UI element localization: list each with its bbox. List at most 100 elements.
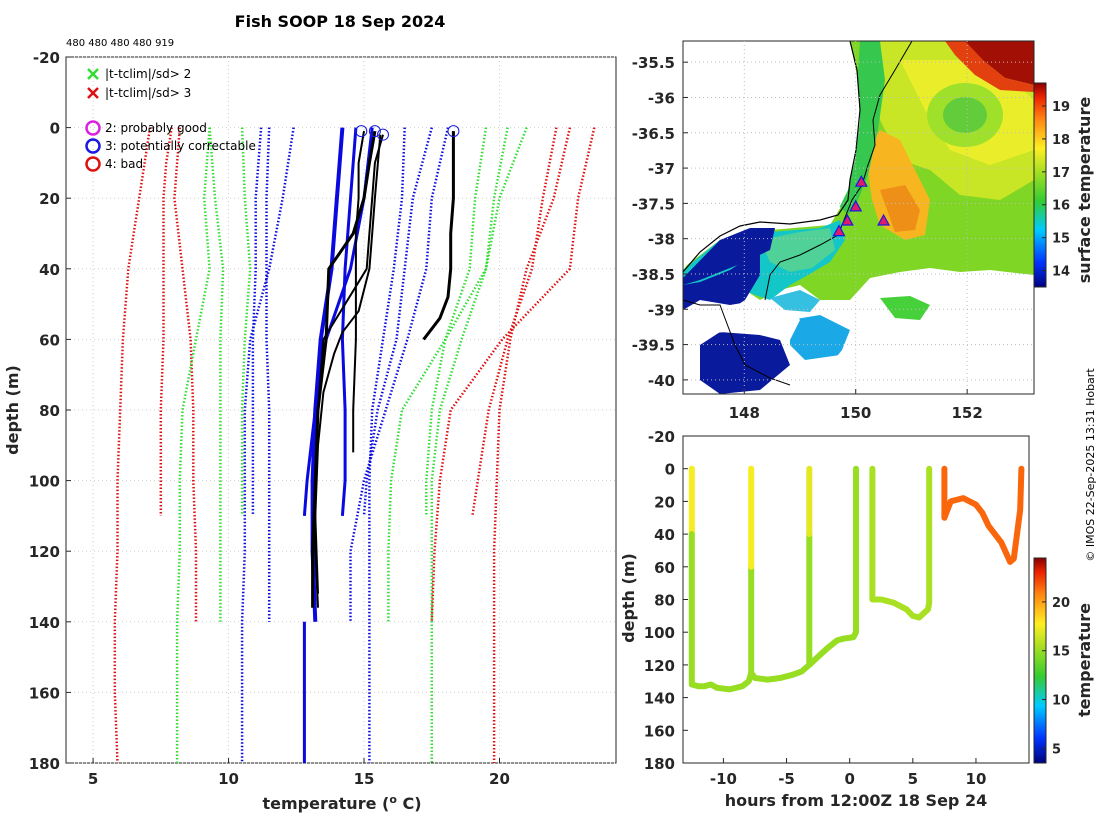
section-y-tick-label: 160 xyxy=(644,722,675,740)
legend-label: |t-tclim|/sd> 2 xyxy=(105,67,191,81)
map-lat-tick-label: -35.5 xyxy=(632,54,675,72)
profile-y-tick-label: -20 xyxy=(33,49,60,67)
climatology-line-green xyxy=(425,127,488,516)
climatology-line-blue xyxy=(251,127,263,516)
flag-marker xyxy=(368,125,381,138)
sst-colorbar-tick-label: 15 xyxy=(1052,232,1070,247)
map-drop-locations xyxy=(832,174,891,237)
section-x-tick-label: -5 xyxy=(778,770,795,788)
section-x-tick-label: 5 xyxy=(908,770,918,788)
temperature-colorbar-tick-label: 20 xyxy=(1052,596,1070,611)
climatology-line-red xyxy=(492,127,572,763)
map-lat-tick-label: -37 xyxy=(648,160,675,178)
profile-y-tick-label: 40 xyxy=(39,261,60,279)
legend-circle-marker xyxy=(85,120,101,136)
temperature-colorbar-tick-label: 15 xyxy=(1052,645,1070,660)
drop-location-marker xyxy=(877,213,891,226)
sst-colorbar-tick-label: 18 xyxy=(1052,133,1070,148)
profile-x-tick-label: 5 xyxy=(88,770,98,788)
section-y-tick-label: 180 xyxy=(644,755,675,773)
sst-colorbar-tick-label: 14 xyxy=(1052,265,1070,280)
section-y-tick-label: 0 xyxy=(665,461,675,479)
section-y-tick-label: 80 xyxy=(654,592,675,610)
climatology-line-red xyxy=(113,127,152,763)
climatology-line-blue xyxy=(349,127,450,622)
climatology-line-green xyxy=(240,127,252,516)
profile-panel: Fish SOOP 18 Sep 2024 480 480 480 480 91… xyxy=(3,12,617,813)
section-panel: -20 0 20 40 60 80 100 120 140 160 180 -10 -5 0 5 10 hou… xyxy=(619,428,1094,810)
observed-profile-line xyxy=(422,131,455,341)
map-lat-tick-label: -39.5 xyxy=(632,337,675,355)
sst-colorbar-tick-label: 17 xyxy=(1052,166,1070,181)
climatology-line-green xyxy=(430,127,528,763)
profile-legend: |t-tclim|/sd> 2 |t-tclim|/sd> 3 2: probabl… xyxy=(85,67,256,172)
profile-y-tick-label: 160 xyxy=(29,684,60,702)
temperature-colorbar-ticks: 5 10 15 20 xyxy=(1042,596,1070,757)
map-lat-tick-label: -38 xyxy=(648,231,675,249)
section-x-label: hours from 12:00Z 18 Sep 24 xyxy=(725,791,987,810)
section-x-tick-label: -10 xyxy=(710,770,737,788)
profile-x-tick-label: 10 xyxy=(218,770,239,788)
climatology-line-green xyxy=(387,127,509,622)
profile-y-tick-label: 100 xyxy=(29,473,60,491)
section-tracks xyxy=(688,465,1025,693)
section-x-tick-label: 0 xyxy=(844,770,854,788)
drop-location-marker xyxy=(832,224,846,237)
profile-y-tick-label: 0 xyxy=(50,120,60,138)
climatology-line-blue xyxy=(240,127,295,763)
profile-x-ticks: 5 10 15 20 xyxy=(88,758,510,788)
profile-lines xyxy=(113,127,596,763)
section-x-tick-label: 10 xyxy=(966,770,987,788)
profile-x-tick-label: 15 xyxy=(354,770,375,788)
profile-y-label: depth (m) xyxy=(3,365,22,455)
legend-label: 2: probably good xyxy=(105,121,207,135)
section-y-tick-label: 140 xyxy=(644,690,675,708)
profile-y-tick-label: 80 xyxy=(39,402,60,420)
temperature-colorbar-tick-label: 10 xyxy=(1052,694,1070,709)
chart-subtitle: 480 480 480 480 919 xyxy=(66,38,174,49)
observed-profile-line xyxy=(311,130,377,608)
profile-axes xyxy=(65,56,617,764)
sst-colorbar xyxy=(1033,82,1047,288)
drop-location-marker xyxy=(840,213,854,226)
legend-circle-marker xyxy=(85,156,101,172)
observed-profile-line xyxy=(314,134,382,594)
climatology-line-green xyxy=(175,127,211,763)
section-y-tick-label: 100 xyxy=(644,624,675,642)
section-track xyxy=(869,465,933,621)
section-y-tick-label: 120 xyxy=(644,657,675,675)
section-y-tick-label: 40 xyxy=(654,526,675,544)
section-ticks: -20 0 20 40 60 80 100 120 140 160 180 -10 -5 0 5 10 xyxy=(644,428,987,788)
sst-field xyxy=(683,41,1034,394)
chart-title: Fish SOOP 18 Sep 2024 xyxy=(235,12,446,31)
flag-marker xyxy=(376,128,389,141)
sst-colorbar-ticks: 14 15 16 17 18 19 xyxy=(1042,100,1070,280)
profile-y-tick-label: 180 xyxy=(29,755,60,773)
section-track xyxy=(688,531,755,693)
map-grid xyxy=(683,41,1034,394)
profile-y-tick-label: 120 xyxy=(29,543,60,561)
drop-location-marker xyxy=(854,174,868,187)
climatology-line-red xyxy=(430,127,596,622)
profile-x-tick-label: 20 xyxy=(489,770,510,788)
section-track xyxy=(941,465,1025,565)
legend-x-marker xyxy=(87,87,99,99)
copyright-stamp: © IMOS 22-Sep-2025 13:31 Hobart xyxy=(1084,368,1097,562)
legend-label: 3: potentially correctable xyxy=(105,139,256,153)
mean-profile-line xyxy=(340,127,358,517)
map-lat-tick-label: -36 xyxy=(648,89,675,107)
map-lon-tick-label: 152 xyxy=(951,404,982,422)
map-lat-tick-label: -39 xyxy=(648,301,675,319)
sst-colorbar-tick-label: 19 xyxy=(1052,100,1070,115)
profile-y-tick-label: 60 xyxy=(39,331,60,349)
map-lon-tick-label: 150 xyxy=(840,404,871,422)
temperature-colorbar-label: temperature xyxy=(1075,603,1094,717)
flag-marker xyxy=(355,125,368,138)
map-ticks: -35.5 -36 -36.5 -37 -37.5 -38 -38.5 -39 -39.5 -40… xyxy=(632,54,983,422)
profile-flag-markers xyxy=(355,125,460,141)
sst-colorbar-tick-label: 16 xyxy=(1052,199,1070,214)
profile-y-tick-label: 140 xyxy=(29,614,60,632)
climatology-line-blue xyxy=(368,127,406,763)
map-lat-tick-label: -36.5 xyxy=(632,125,675,143)
map-panel: -35.5 -36 -36.5 -37 -37.5 -38 -38.5 -39 -39.5 -40… xyxy=(632,40,1094,422)
